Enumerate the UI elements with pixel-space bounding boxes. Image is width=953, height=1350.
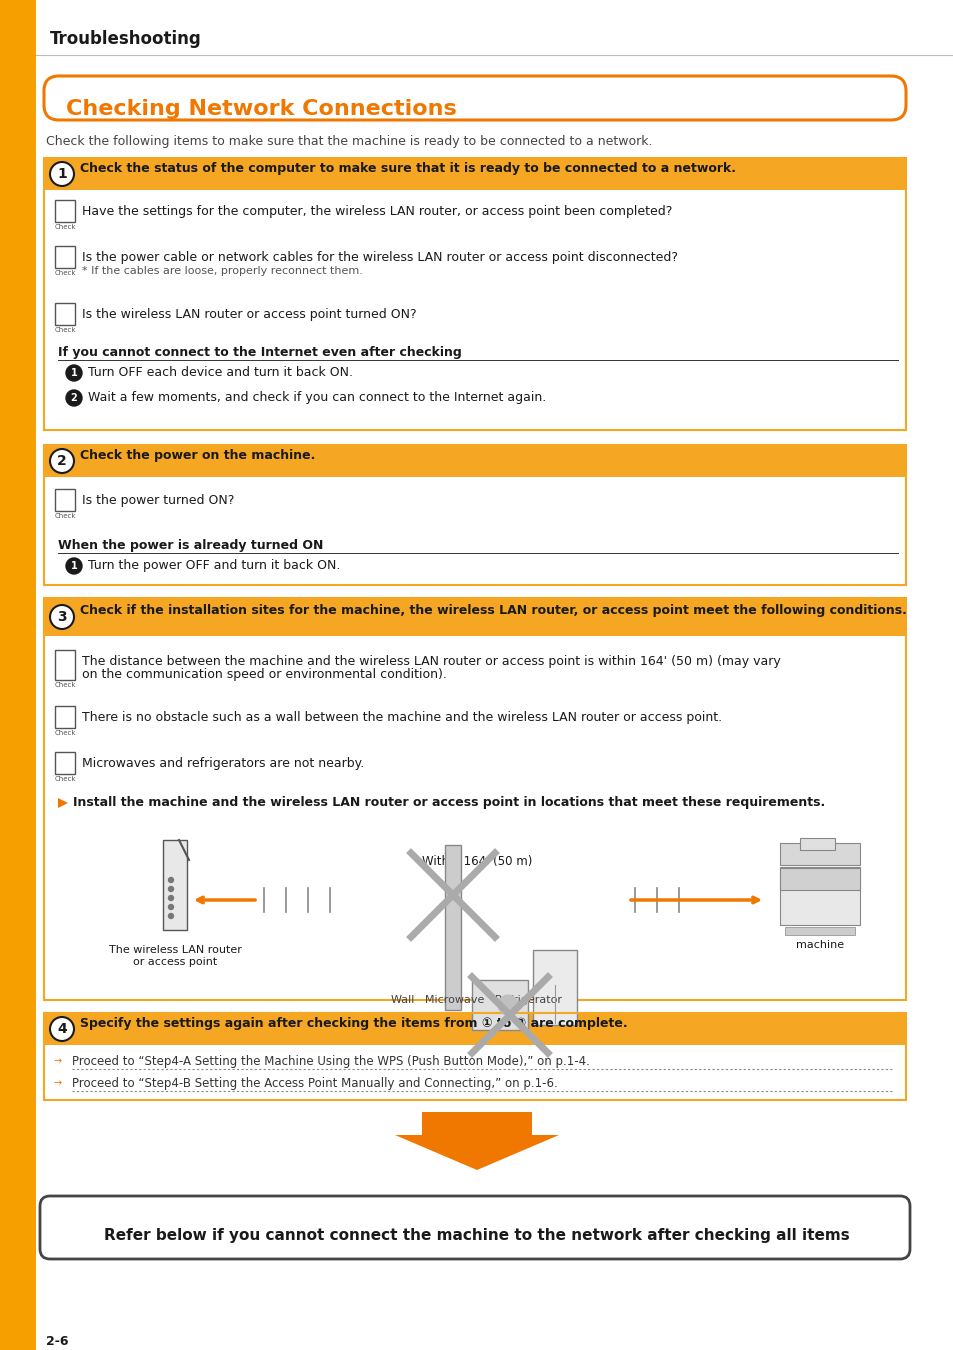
FancyBboxPatch shape	[800, 838, 834, 850]
Text: * If the cables are loose, properly reconnect them.: * If the cables are loose, properly reco…	[82, 266, 362, 275]
Text: →: →	[54, 1056, 62, 1066]
Circle shape	[169, 895, 173, 900]
Text: Check the power on the machine.: Check the power on the machine.	[80, 450, 315, 462]
FancyBboxPatch shape	[0, 0, 36, 1350]
FancyBboxPatch shape	[784, 927, 854, 936]
Text: 2: 2	[57, 454, 67, 468]
Circle shape	[169, 878, 173, 883]
FancyBboxPatch shape	[44, 190, 905, 431]
Text: on the communication speed or environmental condition).: on the communication speed or environmen…	[82, 668, 446, 680]
Text: Check the following items to make sure that the machine is ready to be connected: Check the following items to make sure t…	[46, 135, 652, 148]
FancyBboxPatch shape	[55, 489, 75, 512]
Circle shape	[169, 914, 173, 918]
Text: Proceed to “Step4-A Setting the Machine Using the WPS (Push Button Mode),” on p.: Proceed to “Step4-A Setting the Machine …	[71, 1054, 589, 1068]
Text: Checking Network Connections: Checking Network Connections	[66, 99, 456, 119]
FancyBboxPatch shape	[44, 1045, 905, 1100]
Text: When the power is already turned ON: When the power is already turned ON	[58, 539, 323, 552]
FancyBboxPatch shape	[44, 598, 905, 636]
Text: Check: Check	[54, 513, 75, 518]
Circle shape	[66, 558, 82, 574]
FancyBboxPatch shape	[780, 842, 859, 865]
Text: Check: Check	[54, 270, 75, 275]
FancyBboxPatch shape	[163, 840, 187, 930]
Polygon shape	[395, 1112, 558, 1170]
Circle shape	[169, 887, 173, 891]
Text: Check the status of the computer to make sure that it is ready to be connected t: Check the status of the computer to make…	[80, 162, 735, 176]
Text: 1: 1	[71, 369, 77, 378]
FancyBboxPatch shape	[472, 980, 527, 1030]
Text: Within 164' (50 m): Within 164' (50 m)	[421, 855, 532, 868]
Text: machine: machine	[795, 940, 843, 950]
Text: 3: 3	[57, 610, 67, 624]
Circle shape	[66, 364, 82, 381]
FancyBboxPatch shape	[55, 302, 75, 325]
Text: Is the power turned ON?: Is the power turned ON?	[82, 494, 234, 508]
Text: Microwaves and refrigerators are not nearby.: Microwaves and refrigerators are not nea…	[82, 757, 364, 769]
Text: 1: 1	[57, 167, 67, 181]
FancyBboxPatch shape	[55, 200, 75, 221]
Text: There is no obstacle such as a wall between the machine and the wireless LAN rou: There is no obstacle such as a wall betw…	[82, 711, 721, 724]
Text: Check: Check	[54, 682, 75, 688]
Circle shape	[66, 390, 82, 406]
FancyBboxPatch shape	[55, 706, 75, 728]
Text: Check: Check	[54, 224, 75, 230]
FancyBboxPatch shape	[780, 868, 859, 890]
Text: Check: Check	[54, 327, 75, 333]
FancyBboxPatch shape	[55, 752, 75, 774]
Circle shape	[50, 1017, 74, 1041]
Circle shape	[50, 162, 74, 186]
Text: Troubleshooting: Troubleshooting	[50, 30, 201, 49]
FancyBboxPatch shape	[40, 1196, 909, 1260]
Text: Turn OFF each device and turn it back ON.: Turn OFF each device and turn it back ON…	[88, 366, 353, 379]
FancyBboxPatch shape	[44, 1012, 905, 1045]
Text: 1: 1	[71, 562, 77, 571]
Text: Is the wireless LAN router or access point turned ON?: Is the wireless LAN router or access poi…	[82, 308, 416, 321]
Text: The wireless LAN router
or access point: The wireless LAN router or access point	[109, 945, 241, 967]
Text: Install the machine and the wireless LAN router or access point in locations tha: Install the machine and the wireless LAN…	[73, 796, 824, 809]
Circle shape	[50, 605, 74, 629]
Polygon shape	[58, 798, 68, 809]
Text: 2-6: 2-6	[46, 1335, 69, 1349]
FancyBboxPatch shape	[780, 867, 859, 925]
FancyBboxPatch shape	[44, 477, 905, 585]
Circle shape	[50, 450, 74, 472]
Text: Turn the power OFF and turn it back ON.: Turn the power OFF and turn it back ON.	[88, 559, 340, 572]
FancyBboxPatch shape	[533, 950, 577, 1025]
Text: Proceed to “Step4-B Setting the Access Point Manually and Connecting,” on p.1-6.: Proceed to “Step4-B Setting the Access P…	[71, 1077, 558, 1089]
Circle shape	[497, 995, 517, 1015]
Text: Specify the settings again after checking the items from ① to ③ are complete.: Specify the settings again after checkin…	[80, 1017, 627, 1030]
Text: 2: 2	[71, 393, 77, 404]
FancyBboxPatch shape	[44, 76, 905, 120]
FancyBboxPatch shape	[55, 649, 75, 680]
Circle shape	[169, 904, 173, 910]
Text: 4: 4	[57, 1022, 67, 1035]
Text: Wait a few moments, and check if you can connect to the Internet again.: Wait a few moments, and check if you can…	[88, 392, 546, 404]
FancyBboxPatch shape	[44, 636, 905, 1000]
FancyBboxPatch shape	[55, 246, 75, 269]
Circle shape	[50, 1075, 66, 1091]
Text: Check: Check	[54, 730, 75, 736]
Text: →: →	[54, 1079, 62, 1088]
FancyBboxPatch shape	[44, 446, 905, 477]
Text: The distance between the machine and the wireless LAN router or access point is : The distance between the machine and the…	[82, 655, 780, 668]
Text: If you cannot connect to the Internet even after checking: If you cannot connect to the Internet ev…	[58, 346, 461, 359]
FancyBboxPatch shape	[44, 158, 905, 190]
Text: Check: Check	[54, 776, 75, 782]
Text: Refer below if you cannot connect the machine to the network after checking all : Refer below if you cannot connect the ma…	[104, 1228, 849, 1243]
Text: Have the settings for the computer, the wireless LAN router, or access point bee: Have the settings for the computer, the …	[82, 205, 672, 217]
FancyBboxPatch shape	[444, 845, 460, 1010]
Text: Wall   Microwave   Refrigerator: Wall Microwave Refrigerator	[391, 995, 562, 1004]
Circle shape	[50, 1053, 66, 1069]
Text: Check if the installation sites for the machine, the wireless LAN router, or acc: Check if the installation sites for the …	[80, 603, 906, 617]
Text: Is the power cable or network cables for the wireless LAN router or access point: Is the power cable or network cables for…	[82, 251, 678, 265]
